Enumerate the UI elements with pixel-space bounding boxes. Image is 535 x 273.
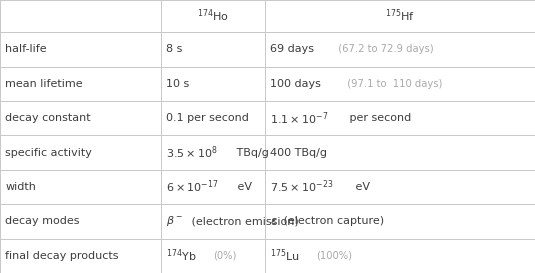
Text: 100 days: 100 days [270, 79, 321, 89]
Text: final decay products: final decay products [5, 251, 119, 261]
Text: $^{175}$Hf: $^{175}$Hf [385, 8, 415, 24]
Text: (electron capture): (electron capture) [280, 216, 384, 226]
Text: (67.2 to 72.9 days): (67.2 to 72.9 days) [332, 44, 434, 54]
Text: TBq/g: TBq/g [233, 148, 269, 158]
Text: $^{174}$Ho: $^{174}$Ho [197, 8, 228, 24]
Text: 400 TBq/g: 400 TBq/g [270, 148, 327, 158]
Text: mean lifetime: mean lifetime [5, 79, 83, 89]
Text: $7.5\times10^{-23}$: $7.5\times10^{-23}$ [270, 179, 333, 195]
Text: 0.1 per second: 0.1 per second [166, 113, 249, 123]
Text: (electron emission): (electron emission) [188, 216, 299, 226]
Text: $1.1\times10^{-7}$: $1.1\times10^{-7}$ [270, 110, 328, 126]
Text: decay constant: decay constant [5, 113, 91, 123]
Text: eV: eV [352, 182, 370, 192]
Text: 8 s: 8 s [166, 44, 182, 54]
Text: half-life: half-life [5, 44, 47, 54]
Text: $6\times10^{-17}$: $6\times10^{-17}$ [166, 179, 219, 195]
Text: width: width [5, 182, 36, 192]
Text: $^{175}$Lu: $^{175}$Lu [270, 248, 300, 264]
Text: $\epsilon$: $\epsilon$ [270, 216, 278, 226]
Text: 10 s: 10 s [166, 79, 189, 89]
Text: specific activity: specific activity [5, 148, 92, 158]
Text: (100%): (100%) [316, 251, 352, 261]
Text: eV: eV [234, 182, 252, 192]
Text: decay modes: decay modes [5, 216, 80, 226]
Text: $\beta^-$: $\beta^-$ [166, 214, 183, 229]
Text: 69 days: 69 days [270, 44, 314, 54]
Text: $3.5\times10^{8}$: $3.5\times10^{8}$ [166, 144, 218, 161]
Text: (97.1 to  110 days): (97.1 to 110 days) [341, 79, 442, 89]
Text: $^{174}$Yb: $^{174}$Yb [166, 248, 196, 264]
Text: per second: per second [346, 113, 411, 123]
Text: (0%): (0%) [213, 251, 236, 261]
